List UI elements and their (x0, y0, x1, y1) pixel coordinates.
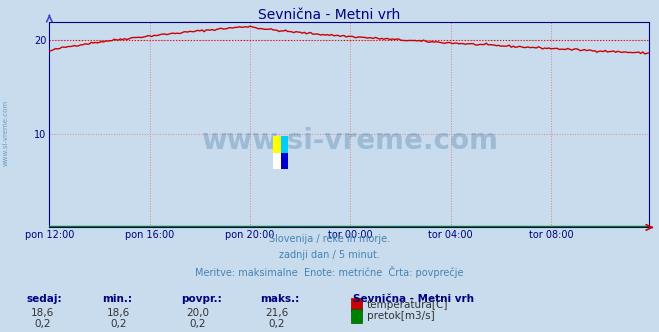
Text: Meritve: maksimalne  Enote: metrične  Črta: povprečje: Meritve: maksimalne Enote: metrične Črta… (195, 266, 464, 278)
Bar (273, 136, 281, 153)
Bar (281, 153, 288, 169)
Text: maks.:: maks.: (260, 294, 300, 304)
Text: 18,6: 18,6 (31, 308, 55, 318)
Text: 20,0: 20,0 (186, 308, 209, 318)
Text: www.si-vreme.com: www.si-vreme.com (2, 100, 9, 166)
Text: zadnji dan / 5 minut.: zadnji dan / 5 minut. (279, 250, 380, 260)
Text: povpr.:: povpr.: (181, 294, 222, 304)
Text: 0,2: 0,2 (189, 319, 206, 329)
Text: min.:: min.: (102, 294, 132, 304)
Bar (281, 136, 288, 153)
Text: www.si-vreme.com: www.si-vreme.com (201, 127, 498, 155)
Text: 0,2: 0,2 (268, 319, 285, 329)
Text: 21,6: 21,6 (265, 308, 289, 318)
Text: pretok[m3/s]: pretok[m3/s] (367, 311, 435, 321)
Text: 0,2: 0,2 (34, 319, 51, 329)
Text: sedaj:: sedaj: (26, 294, 62, 304)
Text: 0,2: 0,2 (110, 319, 127, 329)
Text: Slovenija / reke in morje.: Slovenija / reke in morje. (269, 234, 390, 244)
Text: Sevnična - Metni vrh: Sevnična - Metni vrh (258, 8, 401, 22)
Bar (273, 153, 281, 169)
Text: Sevnična - Metni vrh: Sevnična - Metni vrh (353, 294, 474, 304)
Text: 18,6: 18,6 (107, 308, 130, 318)
Text: temperatura[C]: temperatura[C] (367, 300, 449, 310)
